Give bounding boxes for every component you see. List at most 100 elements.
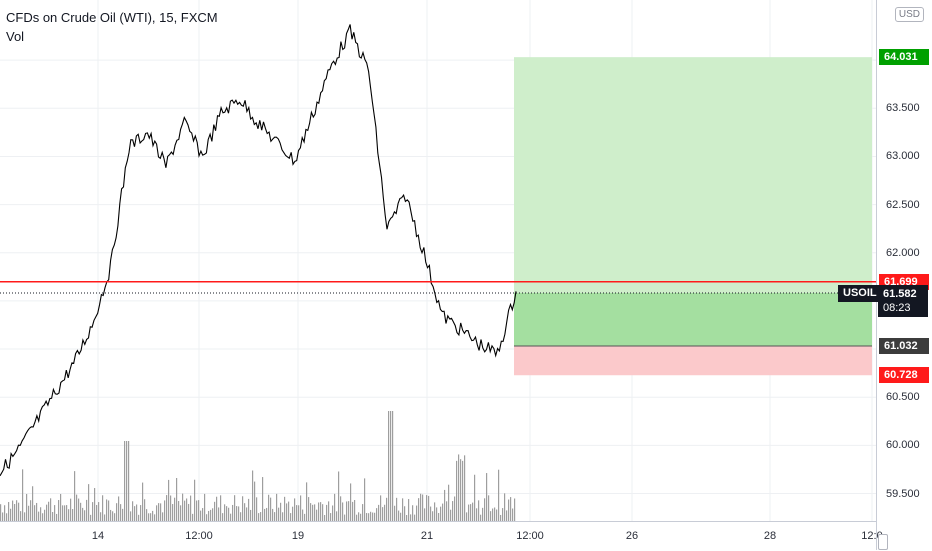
volume-bar <box>340 496 342 521</box>
volume-bar <box>166 495 168 521</box>
volume-bar <box>316 509 318 521</box>
volume-bar <box>98 502 100 521</box>
volume-bar <box>156 505 158 521</box>
volume-bar <box>248 498 250 521</box>
volume-bar <box>38 511 40 521</box>
volume-bar <box>318 502 320 521</box>
volume-bar <box>258 513 260 521</box>
chart-pane[interactable]: CFDs on Crude Oil (WTI), 15, FXCM Vol <box>0 0 876 521</box>
volume-bar <box>442 503 444 521</box>
volume-bar <box>368 513 370 521</box>
volume-bar <box>402 498 404 521</box>
volume-bar <box>404 506 406 521</box>
profit-zone-filled <box>514 293 872 346</box>
volume-bar <box>24 512 26 521</box>
volume-bar <box>374 512 376 521</box>
volume-bar <box>288 501 290 521</box>
volume-bar <box>470 504 472 521</box>
volume-bar <box>426 495 428 521</box>
volume-bar <box>386 497 388 521</box>
volume-bar <box>118 496 120 521</box>
volume-bar <box>60 493 62 521</box>
volume-bar <box>22 469 24 521</box>
volume-bar <box>392 411 394 521</box>
volume-bar <box>92 502 94 521</box>
volume-bar <box>174 497 176 521</box>
volume-bar <box>148 513 150 521</box>
volume-bar <box>406 514 408 521</box>
volume-bar <box>452 501 454 521</box>
currency-label[interactable]: USD <box>894 7 924 22</box>
price-tick-1: 63.500 <box>886 102 920 115</box>
symbol-title[interactable]: CFDs on Crude Oil (WTI), 15, FXCM <box>6 10 218 25</box>
volume-bar <box>300 495 302 521</box>
axis-settings-handle[interactable] <box>878 534 888 550</box>
volume-bar <box>198 500 200 521</box>
volume-bar <box>128 441 130 521</box>
time-tick-3: 21 <box>420 530 434 542</box>
volume-bar <box>276 493 278 521</box>
volume-bar <box>138 514 140 521</box>
bar-countdown: 08:23 <box>883 302 911 314</box>
time-axis[interactable]: 14 12:00 19 21 12:00 26 28 12:0 <box>0 521 883 551</box>
volume-bar <box>20 511 22 521</box>
volume-bar <box>356 514 358 521</box>
volume-bar <box>150 513 152 521</box>
volume-bar <box>172 504 174 521</box>
volume-bar <box>10 508 12 521</box>
volume-bar <box>274 512 276 521</box>
volume-bar <box>106 499 108 521</box>
volume-bar <box>492 508 494 521</box>
volume-bar <box>364 478 366 521</box>
volume-bar <box>502 508 504 521</box>
volume-bar <box>0 504 2 521</box>
volume-bar <box>394 505 396 521</box>
volume-bar <box>272 508 274 521</box>
volume-bar <box>308 497 310 521</box>
volume-bar <box>412 505 414 521</box>
volume-bar <box>4 505 6 521</box>
volume-bar <box>432 511 434 521</box>
volume-bar <box>226 506 228 521</box>
volume-bar <box>390 411 392 521</box>
volume-bar <box>344 514 346 521</box>
volume-bar <box>104 514 106 521</box>
volume-bar <box>230 513 232 521</box>
volume-bar <box>280 502 282 521</box>
volume-bar <box>32 486 34 521</box>
volume-bar <box>136 504 138 521</box>
volume-bar <box>188 503 190 521</box>
volume-bar <box>252 470 254 521</box>
price-axis[interactable]: 64.00063.50063.00062.50062.00061.50061.0… <box>876 0 932 550</box>
volume-bar <box>202 508 204 521</box>
volume-bar <box>278 507 280 521</box>
volume-bar <box>408 499 410 521</box>
volume-bar <box>448 484 450 521</box>
volume-bar <box>206 514 208 521</box>
current-price-label: 61.582 08:23 <box>878 285 928 317</box>
volume-bar <box>146 509 148 521</box>
volume-bar <box>418 498 420 521</box>
volume-bar <box>12 500 14 521</box>
volume-bar <box>122 508 124 521</box>
volume-bar <box>266 507 268 521</box>
volume-bar <box>224 504 226 521</box>
volume-bar <box>130 511 132 521</box>
volume-bar <box>504 493 506 521</box>
volume-bar <box>352 501 354 521</box>
volume-bar <box>388 411 390 521</box>
volume-bar <box>456 460 458 521</box>
volume-bar <box>438 512 440 521</box>
volume-bar <box>176 478 178 521</box>
volume-bar <box>18 502 20 521</box>
volume-bar <box>74 471 76 521</box>
indicator-title-vol[interactable]: Vol <box>6 29 25 44</box>
volume-bar <box>76 494 78 521</box>
volume-bar <box>440 506 442 521</box>
volume-bar <box>292 506 294 521</box>
price-chart[interactable] <box>0 0 876 521</box>
volume-bar <box>514 498 516 521</box>
volume-bar <box>134 506 136 521</box>
volume-bar <box>8 502 10 521</box>
volume-bar <box>290 513 292 521</box>
